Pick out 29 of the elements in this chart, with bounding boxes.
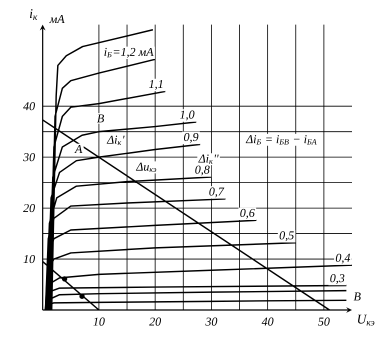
annotation: A	[74, 145, 82, 153]
series-label: 1,1	[149, 80, 162, 90]
x-tick-label: 10	[93, 318, 105, 326]
annotation: Δu$_{кэ}$	[136, 162, 156, 172]
series-label: 0,8	[195, 166, 210, 176]
y-tick-label: 10	[24, 254, 35, 264]
x-tick-label: 50	[318, 318, 330, 326]
series-label: 0,3	[330, 274, 344, 284]
x-tick-label: 30	[205, 318, 218, 326]
annotation: B	[97, 114, 104, 122]
text: В	[354, 292, 361, 300]
y-tick-label: 20	[23, 204, 35, 212]
y-axis-title: i$_{к}$	[30, 9, 38, 20]
series-label: 1,0	[180, 110, 194, 120]
text: мА	[49, 15, 65, 24]
series-label: 0,5	[280, 231, 294, 242]
annotation: Δi$_{Б}$ = i$_{БB}$ − i$_{БA}$	[246, 135, 317, 144]
x-tick-label: 40	[262, 318, 274, 326]
annotation: Δi$_{к}$''	[198, 154, 219, 164]
series-label: 0,7	[209, 187, 224, 198]
series-label: i$_{Б}$=1,2 мА	[104, 48, 154, 58]
y-tick-label: 30	[23, 153, 35, 162]
annotation: Δi$_{к}$'	[106, 136, 125, 145]
series-label: 0,6	[240, 208, 255, 219]
x-axis-title: U$_{кэ}$	[358, 314, 374, 326]
x-tick-label: 20	[149, 318, 162, 326]
series-label: 0,9	[184, 132, 198, 143]
y-tick-label: 40	[23, 102, 35, 110]
series-label: 0,4	[336, 254, 350, 264]
